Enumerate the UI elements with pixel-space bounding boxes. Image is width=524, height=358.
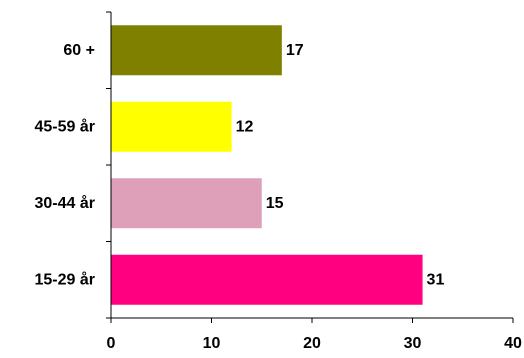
labels: 60 + 17 45-59 år 12 30-44 år 15 15-29 år 31 0 10 2… — [35, 42, 523, 352]
category-label: 30-44 år — [35, 194, 96, 212]
bar — [111, 25, 282, 76]
data-label: 15 — [266, 195, 284, 212]
x-tick-label: 40 — [504, 335, 522, 352]
x-tick-label: 20 — [303, 335, 321, 352]
category-label: 45-59 år — [35, 117, 96, 135]
data-label: 12 — [236, 118, 254, 135]
bar — [111, 101, 232, 152]
category-label: 60 + — [63, 42, 95, 59]
x-tick-label: 0 — [107, 335, 116, 352]
bar — [111, 254, 423, 305]
x-tick-label: 10 — [203, 335, 221, 352]
bar — [111, 178, 262, 229]
data-label: 17 — [286, 42, 304, 59]
bars — [111, 25, 423, 305]
ticks — [106, 11, 514, 323]
data-label: 31 — [427, 271, 445, 288]
x-tick-label: 30 — [404, 335, 422, 352]
category-label: 15-29 år — [35, 270, 96, 288]
